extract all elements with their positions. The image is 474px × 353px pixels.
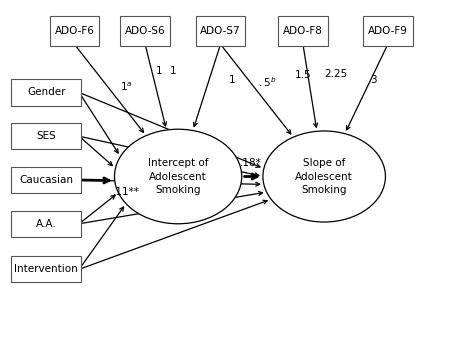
FancyBboxPatch shape	[120, 16, 170, 46]
Circle shape	[263, 131, 385, 222]
FancyBboxPatch shape	[11, 211, 82, 237]
Text: $.5^b$: $.5^b$	[258, 75, 277, 89]
FancyBboxPatch shape	[11, 123, 82, 149]
Text: $1^a$: $1^a$	[120, 81, 133, 94]
Text: Caucasian: Caucasian	[19, 175, 73, 185]
Text: Gender: Gender	[27, 88, 65, 97]
Text: SES: SES	[36, 131, 56, 141]
FancyBboxPatch shape	[278, 16, 328, 46]
Text: ADO-S6: ADO-S6	[125, 26, 165, 36]
Circle shape	[115, 129, 242, 224]
FancyBboxPatch shape	[50, 16, 99, 46]
Text: 1: 1	[156, 66, 163, 77]
Text: Intercept of
Adolescent
Smoking: Intercept of Adolescent Smoking	[148, 158, 209, 195]
FancyBboxPatch shape	[363, 16, 412, 46]
Text: .18*: .18*	[240, 158, 262, 168]
Text: ADO-F9: ADO-F9	[368, 26, 408, 36]
Text: Intervention: Intervention	[14, 264, 78, 274]
Text: ADO-F8: ADO-F8	[283, 26, 323, 36]
Text: ADO-F6: ADO-F6	[55, 26, 94, 36]
Text: 2.25: 2.25	[324, 69, 347, 79]
Text: 3: 3	[370, 75, 377, 85]
FancyBboxPatch shape	[11, 167, 82, 193]
FancyBboxPatch shape	[11, 79, 82, 106]
FancyBboxPatch shape	[196, 16, 245, 46]
Text: Slope of
Adolescent
Smoking: Slope of Adolescent Smoking	[295, 158, 353, 195]
Text: 1: 1	[170, 66, 177, 77]
Text: 1: 1	[229, 75, 236, 85]
Text: .11**: .11**	[113, 187, 140, 197]
Text: A.A.: A.A.	[36, 219, 56, 229]
FancyBboxPatch shape	[11, 256, 82, 282]
Text: ADO-S7: ADO-S7	[200, 26, 241, 36]
Text: 1.5: 1.5	[295, 70, 311, 80]
